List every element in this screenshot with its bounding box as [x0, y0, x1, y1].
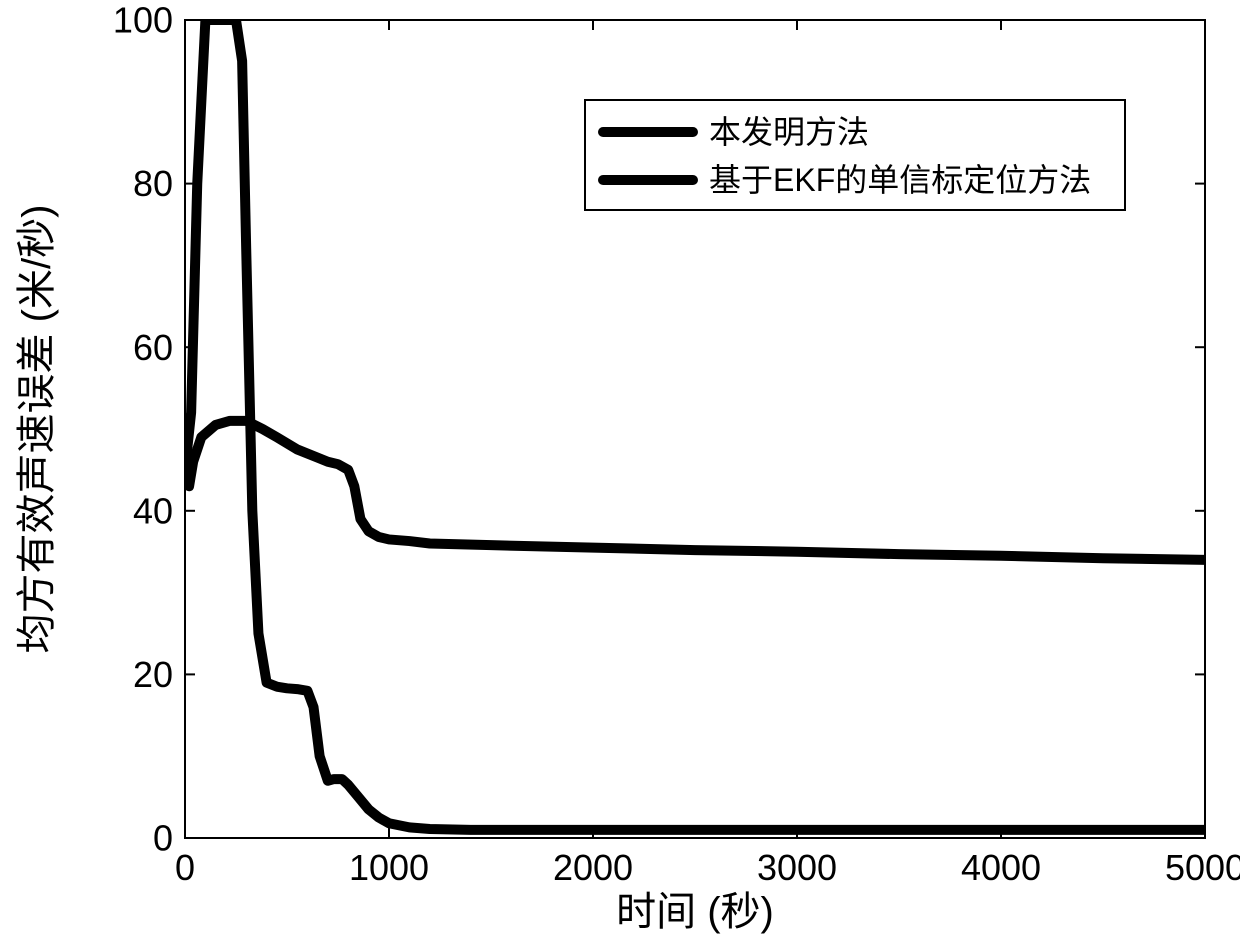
x-axis-label: 时间 (秒) [616, 890, 774, 934]
y-tick-label: 40 [133, 490, 173, 531]
legend-label: 基于EKF的单信标定位方法 [709, 162, 1091, 198]
x-tick-label: 2000 [553, 847, 633, 888]
x-tick-label: 5000 [1165, 847, 1240, 888]
y-tick-label: 80 [133, 163, 173, 204]
y-tick-label: 0 [153, 818, 173, 859]
x-tick-label: 3000 [757, 847, 837, 888]
chart-container: 0 1000 2000 3000 4000 5000 0 20 40 60 80 100 时间 (秒) 均… [0, 0, 1240, 943]
x-tick-label: 1000 [349, 847, 429, 888]
y-tick-label: 100 [113, 0, 173, 41]
x-tick-label: 4000 [961, 847, 1041, 888]
line-chart: 0 1000 2000 3000 4000 5000 0 20 40 60 80 100 时间 (秒) 均… [0, 0, 1240, 943]
legend-label: 本发明方法 [709, 114, 869, 150]
y-tick-label: 20 [133, 654, 173, 695]
y-tick-label: 60 [133, 327, 173, 368]
x-tick-label: 0 [175, 847, 195, 888]
legend: 本发明方法基于EKF的单信标定位方法 [585, 100, 1125, 210]
y-axis-label: 均方有效声速误差 (米/秒) [15, 205, 59, 654]
